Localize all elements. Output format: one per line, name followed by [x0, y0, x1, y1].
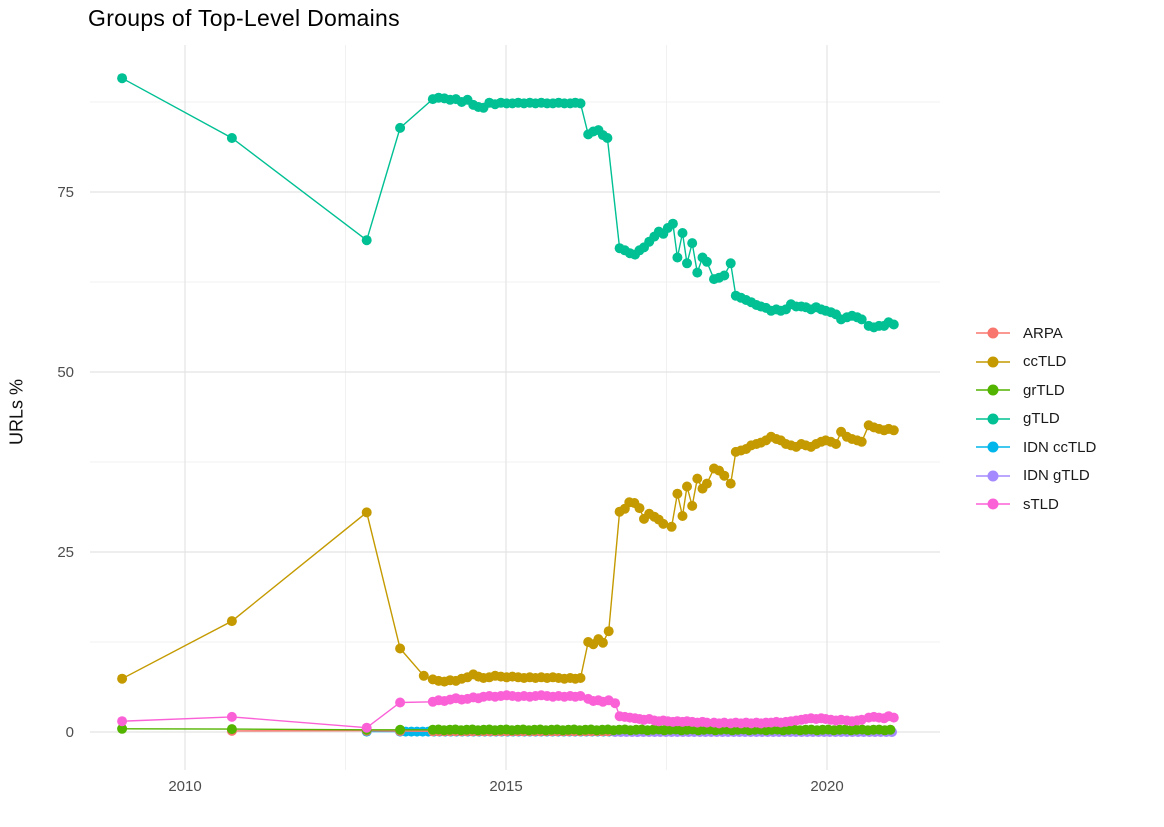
- data-point: [603, 626, 614, 637]
- data-point: [117, 716, 128, 727]
- data-point: [226, 711, 237, 722]
- data-point: [725, 478, 736, 489]
- data-point: [361, 722, 372, 733]
- data-point: [610, 698, 621, 709]
- data-point: [575, 98, 586, 109]
- data-point: [672, 488, 683, 499]
- data-point: [395, 643, 406, 654]
- data-point: [667, 218, 678, 229]
- series-line-gTLD: [121, 77, 895, 329]
- legend: ARPA ccTLD grTLD gTLD IDN ccTLD IDN gTLD sTLD: [976, 319, 1096, 519]
- legend-key-icon: [976, 327, 1010, 339]
- legend-key-dot: [987, 327, 999, 339]
- data-point: [226, 133, 237, 143]
- x-tick-label: 2015: [489, 778, 522, 795]
- legend-key-dot: [987, 413, 999, 425]
- legend-key-icon: [976, 413, 1010, 425]
- data-point: [597, 637, 608, 648]
- data-point: [361, 507, 372, 518]
- data-point: [575, 673, 586, 683]
- legend-key-icon: [976, 356, 1010, 368]
- data-point: [658, 518, 669, 529]
- legend-label: ARPA: [1023, 324, 1063, 342]
- legend-label: IDN ccTLD: [1023, 438, 1097, 456]
- series-points-sTLD: [117, 690, 899, 733]
- legend-key-icon: [976, 470, 1010, 482]
- legend-key-dot: [987, 441, 999, 453]
- data-point: [692, 473, 703, 484]
- y-tick-label: 50: [57, 364, 74, 381]
- legend-label: ccTLD: [1023, 353, 1067, 371]
- data-point: [831, 439, 841, 449]
- legend-key-dot: [987, 384, 999, 396]
- data-point: [888, 712, 899, 723]
- chart-title: Groups of Top-Level Domains: [88, 5, 400, 31]
- legend-item-ccTLD: ccTLD: [976, 348, 1096, 377]
- legend-item-gTLD: gTLD: [976, 405, 1096, 434]
- data-point: [682, 481, 692, 492]
- legend-item-sTLD: sTLD: [976, 490, 1096, 519]
- legend-key-icon: [976, 441, 1010, 453]
- x-tick-label: 2010: [168, 778, 201, 795]
- y-tick-label: 25: [57, 544, 74, 561]
- data-point: [677, 228, 688, 238]
- data-point: [117, 73, 128, 84]
- legend-label: gTLD: [1023, 410, 1060, 428]
- data-point: [117, 673, 128, 684]
- y-tick-label: 75: [57, 184, 74, 201]
- data-point: [682, 258, 692, 269]
- legend-key-dot: [987, 498, 999, 510]
- y-tick-label: 0: [66, 724, 74, 741]
- data-point: [361, 235, 372, 246]
- legend-key-dot: [987, 356, 999, 368]
- data-point: [701, 478, 712, 489]
- data-point: [395, 697, 406, 708]
- data-point: [856, 314, 867, 325]
- legend-label: sTLD: [1023, 495, 1059, 513]
- data-point: [395, 724, 406, 735]
- data-point: [602, 133, 613, 143]
- data-point: [888, 319, 899, 330]
- data-point: [888, 425, 899, 436]
- data-point: [418, 670, 429, 681]
- data-point: [692, 267, 703, 278]
- data-point: [687, 500, 698, 511]
- data-point: [719, 270, 730, 281]
- data-point: [226, 616, 237, 627]
- data-point: [575, 691, 586, 701]
- series-points-ccTLD: [117, 420, 899, 687]
- data-point: [687, 238, 698, 249]
- legend-item-IDN-gTLD: IDN gTLD: [976, 462, 1096, 491]
- data-point: [677, 511, 688, 521]
- data-point: [701, 256, 712, 267]
- legend-key-icon: [976, 384, 1010, 396]
- data-point: [672, 252, 683, 263]
- data-point: [856, 436, 867, 447]
- legend-item-grTLD: grTLD: [976, 376, 1096, 405]
- legend-item-IDN-ccTLD: IDN ccTLD: [976, 433, 1096, 462]
- data-point: [701, 717, 712, 728]
- series-points-gTLD: [117, 73, 899, 333]
- series-line-ccTLD: [121, 424, 894, 683]
- x-tick-label: 2020: [810, 778, 843, 795]
- data-point: [666, 521, 677, 532]
- legend-label: grTLD: [1023, 381, 1065, 399]
- data-point: [226, 724, 237, 735]
- legend-key-icon: [976, 498, 1010, 510]
- legend-label: IDN gTLD: [1023, 467, 1090, 485]
- data-point: [885, 724, 896, 735]
- data-point: [117, 723, 128, 734]
- data-point: [634, 503, 645, 514]
- legend-item-ARPA: ARPA: [976, 319, 1096, 348]
- data-point: [725, 258, 736, 269]
- legend-key-dot: [987, 470, 999, 482]
- data-point: [395, 122, 406, 133]
- data-point: [719, 470, 730, 481]
